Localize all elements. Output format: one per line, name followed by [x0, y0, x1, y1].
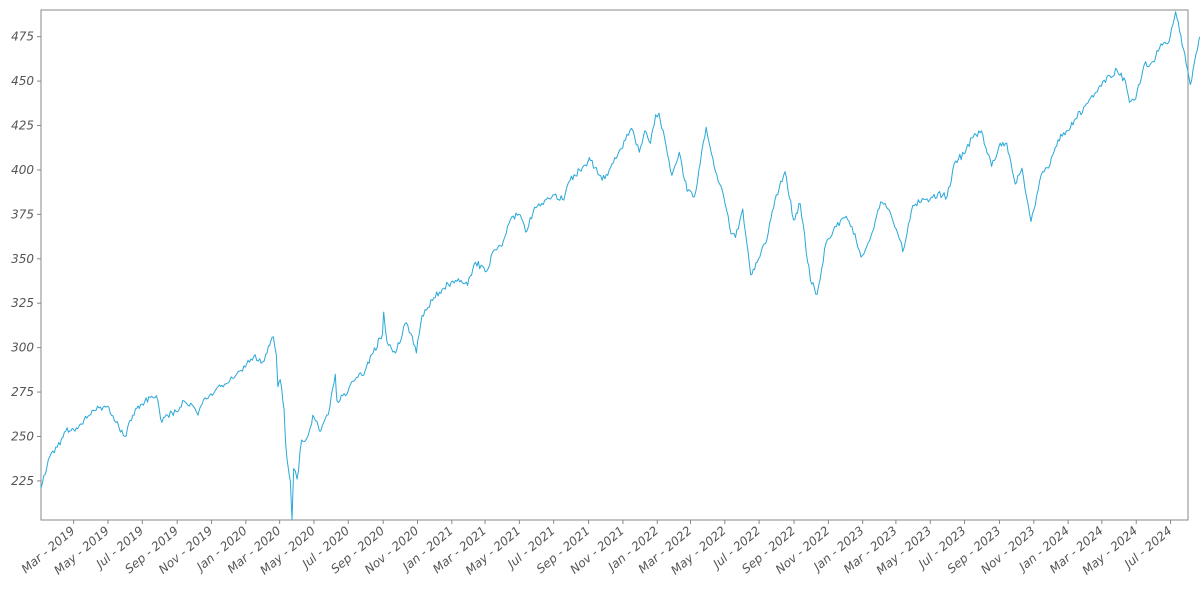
y-tick-label: 375 [11, 207, 34, 221]
series-line [40, 11, 1200, 521]
y-tick-label: 250 [11, 429, 34, 443]
y-axis: 225 250 275 300 325 350 375 400 425 450 475 [11, 30, 41, 488]
y-tick-label: 400 [11, 163, 34, 177]
y-tick-label: 225 [11, 474, 34, 488]
series-layer [40, 11, 1200, 521]
y-tick-label: 450 [11, 74, 34, 88]
y-tick-label: 275 [11, 385, 34, 399]
y-tick-label: 325 [11, 296, 34, 310]
y-tick-label: 350 [11, 252, 34, 266]
y-tick-label: 475 [11, 30, 34, 44]
y-tick-label: 425 [11, 119, 34, 133]
y-tick-label: 300 [11, 341, 34, 355]
plot-frame [40, 9, 1189, 521]
